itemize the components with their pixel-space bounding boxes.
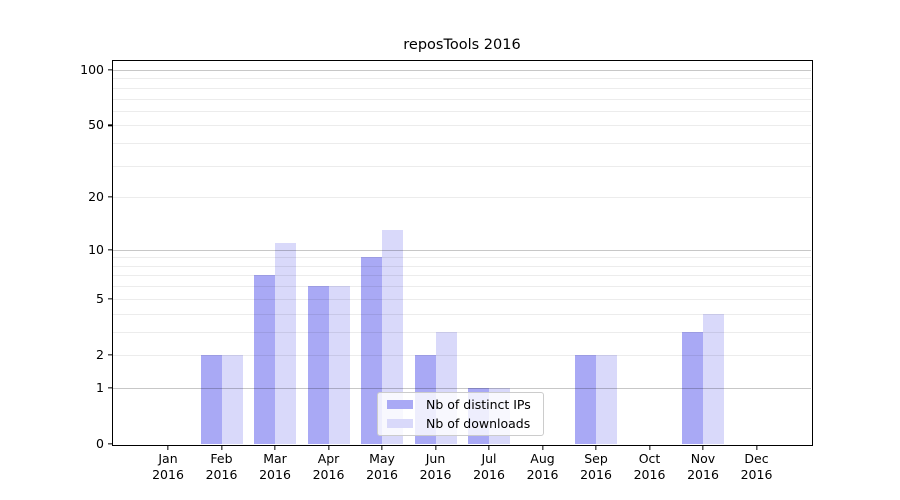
bar-ips-sep xyxy=(575,354,596,444)
legend-item-ips: Nb of distinct IPs xyxy=(378,397,543,412)
x-tick-mark-nov xyxy=(702,445,704,450)
plot-area: Nb of distinct IPs Nb of downloads xyxy=(111,59,813,446)
bar-downloads-mar xyxy=(275,242,296,444)
gridline-80 xyxy=(113,87,811,89)
chart-title: reposTools 2016 xyxy=(403,37,521,53)
y-tick-mark-50 xyxy=(108,124,113,126)
y-tick-label-20: 20 xyxy=(88,189,104,205)
gridline-1 xyxy=(113,387,811,389)
gridline-100 xyxy=(113,69,811,71)
bar-ips-nov xyxy=(682,331,703,444)
y-tick-label-5: 5 xyxy=(96,290,104,306)
legend-label-downloads: Nb of downloads xyxy=(426,416,531,431)
x-tick-mark-aug xyxy=(541,445,544,450)
x-tick-label-dec: Dec 2016 xyxy=(740,451,773,482)
bar-downloads-feb xyxy=(221,354,243,444)
bar-downloads-nov xyxy=(703,313,724,444)
gridline-20 xyxy=(113,197,811,199)
y-tick-label-10: 10 xyxy=(88,241,104,257)
y-tick-label-1: 1 xyxy=(96,379,104,395)
x-tick-mark-jun xyxy=(434,445,437,450)
y-tick-mark-100 xyxy=(108,69,113,71)
gridline-7 xyxy=(113,275,811,277)
x-tick-label-mar: Mar 2016 xyxy=(259,451,291,482)
x-tick-mark-jan xyxy=(167,445,169,450)
gridline-6 xyxy=(113,286,811,288)
bar-ips-may xyxy=(361,257,382,444)
legend-swatch-ips xyxy=(387,400,413,409)
bar-ips-apr xyxy=(307,286,329,444)
gridline-90 xyxy=(113,78,811,80)
bar-ips-feb xyxy=(200,354,222,444)
y-tick-mark-20 xyxy=(108,196,113,198)
gridline-70 xyxy=(113,98,811,100)
x-tick-label-oct: Oct 2016 xyxy=(633,451,666,482)
gridline-60 xyxy=(113,110,811,112)
x-tick-label-nov: Nov 2016 xyxy=(687,451,719,482)
gridline-8 xyxy=(113,265,811,267)
bar-downloads-apr xyxy=(328,286,350,444)
x-tick-mark-feb xyxy=(220,445,223,450)
gridline-9 xyxy=(113,257,811,259)
bar-ips-mar xyxy=(254,275,275,444)
y-tick-mark-1 xyxy=(108,387,113,389)
gridline-10 xyxy=(113,249,811,251)
x-tick-label-aug: Aug 2016 xyxy=(526,451,559,482)
y-tick-mark-10 xyxy=(108,248,113,251)
gridline-5 xyxy=(113,298,811,300)
x-tick-mark-may xyxy=(381,445,383,450)
x-tick-mark-mar xyxy=(274,445,276,450)
x-tick-label-jul: Jul 2016 xyxy=(473,451,505,482)
x-tick-label-apr: Apr 2016 xyxy=(312,451,345,482)
x-tick-label-sep: Sep 2016 xyxy=(580,451,612,482)
y-tick-label-100: 100 xyxy=(80,61,104,77)
gridline-2 xyxy=(113,354,811,356)
x-tick-mark-sep xyxy=(595,445,597,450)
x-tick-label-may: May 2016 xyxy=(366,451,398,482)
x-tick-mark-dec xyxy=(755,445,758,450)
y-tick-mark-0 xyxy=(108,443,113,445)
x-tick-label-jan: Jan 2016 xyxy=(152,451,184,482)
gridline-50 xyxy=(113,125,811,127)
legend-swatch-downloads xyxy=(387,419,413,428)
y-tick-mark-5 xyxy=(108,298,113,300)
legend-item-downloads: Nb of downloads xyxy=(378,416,543,431)
x-tick-label-jun: Jun 2016 xyxy=(419,451,452,482)
x-tick-label-feb: Feb 2016 xyxy=(205,451,238,482)
x-tick-mark-apr xyxy=(327,445,330,450)
y-tick-mark-2 xyxy=(108,354,113,356)
gridline-3 xyxy=(113,331,811,333)
x-tick-mark-jul xyxy=(488,445,490,450)
legend: Nb of distinct IPs Nb of downloads xyxy=(377,392,544,436)
legend-label-ips: Nb of distinct IPs xyxy=(426,397,531,412)
x-tick-mark-oct xyxy=(648,445,651,450)
bar-downloads-sep xyxy=(596,354,617,444)
gridline-4 xyxy=(113,313,811,315)
bar-downloads-may xyxy=(382,230,403,444)
gridline-40 xyxy=(113,143,811,144)
y-tick-label-2: 2 xyxy=(96,346,104,362)
y-tick-label-0: 0 xyxy=(96,436,104,451)
y-tick-label-50: 50 xyxy=(88,117,104,133)
gridline-30 xyxy=(113,165,811,167)
